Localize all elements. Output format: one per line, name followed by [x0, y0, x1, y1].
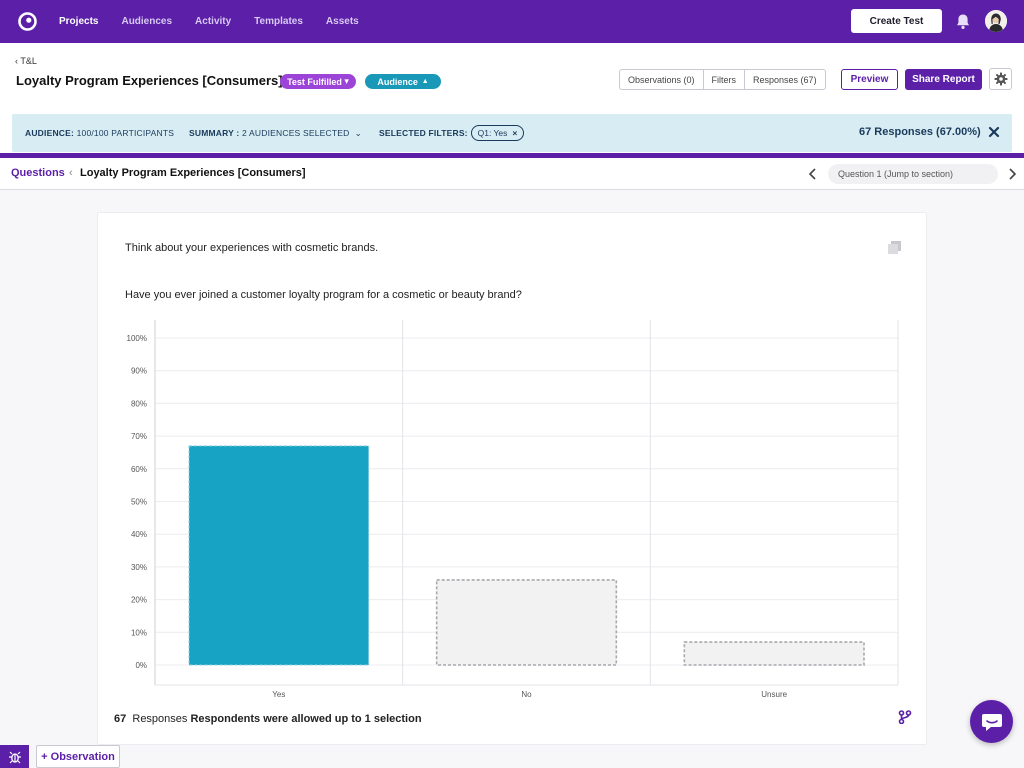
bug-report-button[interactable] — [0, 745, 29, 768]
responses-summary: 67 Responses (67.00%) — [859, 126, 981, 138]
nav-links: Projects Audiences Activity Templates As… — [59, 0, 382, 43]
question-card: Think about your experiences with cosmet… — [97, 212, 927, 745]
x-tick-label: No — [521, 690, 532, 699]
top-navigation: Projects Audiences Activity Templates As… — [0, 0, 1024, 43]
audience-value: 100/100 PARTICIPANTS — [76, 128, 175, 138]
previous-question-icon[interactable] — [805, 166, 821, 182]
responses-label: Responses — [132, 713, 188, 725]
y-tick-label: 70% — [131, 432, 147, 441]
chevron-down-icon: ⌄ — [352, 128, 362, 138]
page-title: Loyalty Program Experiences [Consumers] — [16, 73, 283, 88]
settings-button[interactable] — [989, 68, 1012, 90]
user-avatar-icon — [985, 10, 1007, 32]
selected-filters-text: SELECTED FILTERS: — [379, 128, 468, 138]
bar-no — [435, 579, 618, 666]
audience-label: AUDIENCE: — [25, 128, 75, 138]
back-link[interactable]: ‹ T&L — [15, 56, 37, 66]
next-question-icon[interactable] — [1004, 166, 1020, 182]
y-tick-label: 30% — [131, 563, 147, 572]
avatar[interactable] — [985, 10, 1007, 32]
gear-icon — [994, 72, 1007, 86]
nav-templates[interactable]: Templates — [254, 16, 303, 27]
tab-filters[interactable]: Filters — [704, 70, 746, 89]
create-test-button[interactable]: Create Test — [851, 9, 942, 33]
status-badge[interactable]: Test Fulfilled ▾ — [280, 74, 356, 89]
filter-chip-label: Q1: Yes — [477, 128, 508, 138]
y-tick-label: 40% — [131, 530, 147, 539]
y-tick-label: 80% — [131, 399, 147, 408]
y-tick-label: 90% — [131, 367, 147, 376]
summary-dropdown[interactable]: SUMMARY : 2 AUDIENCES SELECTED ⌄ — [189, 128, 362, 139]
caret-down-icon: ▾ — [341, 76, 349, 86]
y-tick-label: 50% — [131, 498, 147, 507]
back-link-label: T&L — [20, 56, 37, 66]
share-report-button[interactable]: Share Report — [905, 69, 982, 90]
nav-audiences[interactable]: Audiences — [121, 16, 173, 27]
copy-icon[interactable] — [888, 241, 901, 254]
nav-projects[interactable]: Projects — [59, 16, 99, 27]
summary-value: 2 AUDIENCES SELECTED — [242, 128, 350, 138]
filter-chip[interactable]: Q1: Yes × — [471, 125, 524, 141]
selection-note: Respondents were allowed up to 1 selecti… — [190, 713, 422, 725]
question-nav: Questions ‹ Loyalty Program Experiences … — [0, 158, 1024, 190]
header-divider — [0, 153, 1024, 158]
summary-label: SUMMARY : — [189, 128, 240, 138]
bell-icon[interactable] — [955, 13, 971, 30]
nav-assets[interactable]: Assets — [325, 16, 359, 27]
status-badge-label: Test Fulfilled — [287, 76, 342, 87]
bug-icon — [8, 751, 21, 763]
tab-responses[interactable]: Responses (67) — [753, 74, 817, 85]
x-tick-label: Unsure — [761, 690, 787, 699]
y-tick-label: 0% — [135, 661, 147, 670]
caret-up-icon: ▲ — [417, 78, 429, 85]
y-tick-label: 20% — [131, 596, 147, 605]
selected-filters-label: SELECTED FILTERS: — [379, 128, 468, 138]
bar-unsure — [683, 641, 865, 666]
preview-button[interactable]: Preview — [841, 69, 898, 90]
bar-yes — [188, 445, 370, 666]
tab-observations[interactable]: Observations (0) — [620, 70, 704, 89]
report-tabs: Observations (0) Filters Responses (67) — [619, 69, 826, 90]
logo-icon[interactable] — [17, 11, 38, 32]
y-tick-label: 60% — [131, 465, 147, 474]
close-icon[interactable] — [988, 126, 1000, 138]
breadcrumb-questions[interactable]: Questions — [11, 167, 65, 179]
branch-icon[interactable] — [898, 710, 912, 724]
audience-toggle-label: Audience — [377, 76, 418, 87]
response-stats: 67 Responses Respondents were allowed up… — [114, 713, 422, 725]
breadcrumb-separator-icon: ‹ — [69, 167, 73, 179]
y-tick-label: 10% — [131, 628, 147, 637]
chevron-left-icon: ‹ — [15, 56, 21, 66]
chat-support-button[interactable] — [970, 700, 1013, 743]
question-intro: Think about your experiences with cosmet… — [125, 242, 379, 254]
audience-toggle[interactable]: Audience ▲ — [365, 74, 441, 89]
response-count: 67 — [114, 713, 127, 725]
x-tick-label: Yes — [272, 690, 285, 699]
add-observation-button[interactable]: + Observation — [36, 745, 120, 768]
chat-icon — [981, 713, 1002, 731]
nav-activity[interactable]: Activity — [195, 16, 232, 27]
question-text: Have you ever joined a customer loyalty … — [125, 289, 522, 301]
breadcrumb-current: Loyalty Program Experiences [Consumers] — [80, 167, 306, 179]
remove-filter-icon[interactable]: × — [512, 128, 518, 138]
response-bar-chart: 0% 10% 20% 30% 40% 50% 60% 70% 80% 90% 100% Yes No Un… — [127, 320, 899, 699]
y-tick-label: 100% — [127, 334, 147, 343]
question-jump-select[interactable]: Question 1 (Jump to section) — [828, 164, 998, 184]
filter-bar: AUDIENCE: 100/100 PARTICIPANTS SUMMARY :… — [12, 114, 1012, 152]
audience-summary: AUDIENCE: 100/100 PARTICIPANTS — [25, 128, 174, 138]
